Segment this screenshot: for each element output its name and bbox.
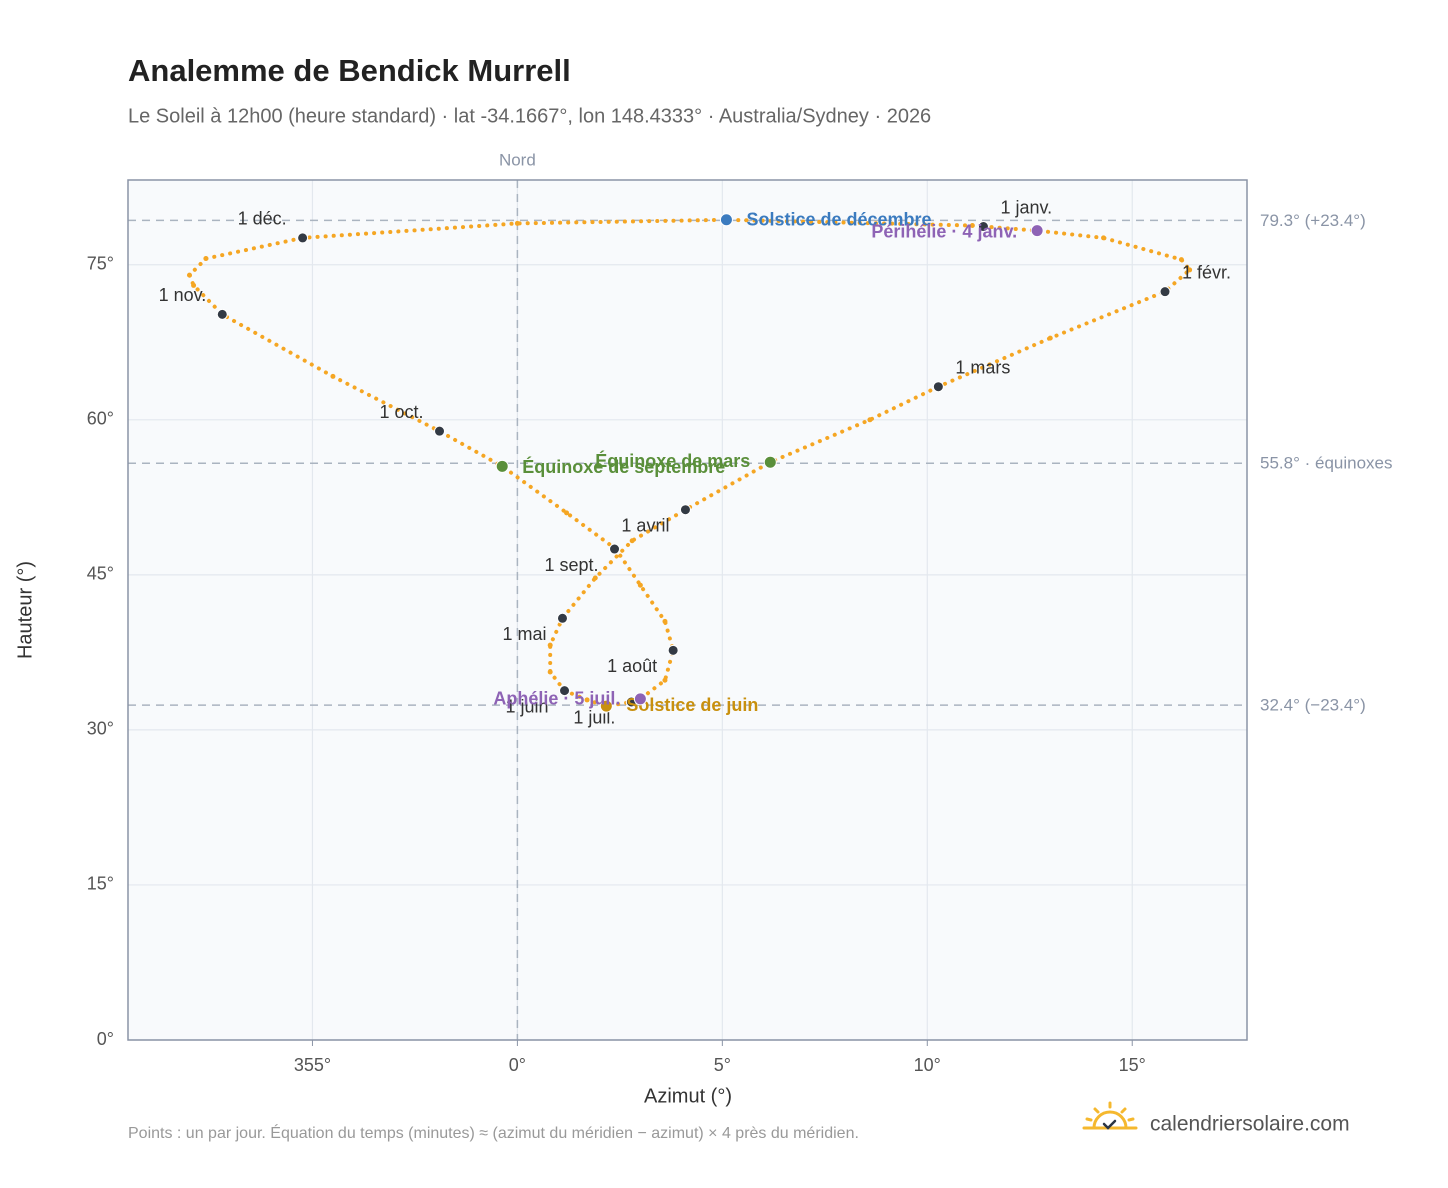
month-label: 1 mars [955,357,1010,377]
x-axis-label: Azimut (°) [644,1085,732,1107]
month-point [667,644,679,656]
event-point [633,692,647,706]
y-tick-label: 30° [87,719,114,739]
day-point [969,222,975,228]
day-point [867,417,873,423]
y-tick-label: 60° [87,409,114,429]
x-tick-label: 5° [714,1055,731,1075]
month-label: 1 janv. [1000,197,1052,217]
month-label: 1 juin [506,696,549,716]
y-tick-label: 45° [87,564,114,584]
plot-background [128,180,1247,1040]
month-label: 1 août [607,656,657,676]
day-point [662,618,668,624]
month-point [556,612,568,624]
x-tick-label: 10° [914,1055,941,1075]
day-point [1101,235,1107,241]
month-point [1159,286,1171,298]
month-label: 1 juil. [573,708,615,728]
month-point [434,425,446,437]
day-point [514,220,520,226]
grid [128,180,1247,1041]
month-point [932,381,944,393]
footnote: Points : un par jour. Équation du temps … [128,1123,859,1142]
x-tick-label: 355° [294,1055,331,1075]
day-point [1187,267,1193,273]
day-point [637,582,643,588]
event-point [1030,224,1044,238]
event-label: Solstice de décembre [746,210,931,230]
month-point [609,543,621,555]
x-tick-label: 0° [509,1055,526,1075]
month-label: 1 déc. [238,209,287,229]
month-label: 1 mai [502,624,546,644]
y-tick-label: 0° [97,1029,114,1049]
month-point [297,232,309,244]
event-point [719,213,733,227]
y-axis-label: Hauteur (°) [14,561,36,659]
reference-label: 32.4° (−23.4°) [1260,696,1366,715]
day-point [1047,335,1053,341]
day-point [1178,257,1184,263]
event-label: Solstice de juin [626,695,758,715]
month-label: 1 sept. [544,555,598,575]
brand: calendriersolaire.com [1150,1113,1350,1136]
reference-label: 55.8° · équinoxes [1260,454,1393,473]
reference-label: 79.3° (+23.4°) [1260,211,1366,230]
month-label: 1 oct. [379,402,423,422]
month-point [559,685,571,697]
day-point [547,642,553,648]
day-point [330,373,336,379]
event-point [763,455,777,469]
event-point [495,459,509,473]
y-tick-label: 15° [87,874,114,894]
event-label: Aphélie · 5 juil. [493,689,620,709]
event-point [599,699,613,713]
chart-title: Analemme de Bendick Murrell [128,53,571,88]
month-label: 1 avril [621,515,669,535]
day-point [186,272,192,278]
day-point [191,282,197,288]
event-label: Équinoxe de septembre [522,456,725,477]
chart-subtitle: Le Soleil à 12h00 (heure standard) · lat… [128,105,931,127]
day-point [584,697,590,703]
day-point [203,256,209,262]
analemma-path [187,217,1192,709]
day-point [547,669,553,675]
day-point [564,510,570,516]
day-point [662,677,668,683]
x-tick-label: 15° [1119,1055,1146,1075]
y-tick-label: 75° [87,254,114,274]
month-point [216,308,228,320]
north-label: Nord [499,150,536,169]
day-point [629,538,635,544]
month-point [977,221,989,233]
month-label: 1 nov. [159,285,207,305]
event-label: Périhélie · 4 janv. [871,221,1017,241]
plot-border [127,179,1248,1041]
day-point [592,575,598,581]
month-label: 1 févr. [1182,262,1231,282]
brand-logo [1082,1101,1138,1130]
event-label: Équinoxe de mars [595,450,750,471]
marks: 1 janv. 1 févr. 1 mars 1 avril 1 mai 1 juin 1 … [159,197,1231,727]
month-point [679,504,691,516]
